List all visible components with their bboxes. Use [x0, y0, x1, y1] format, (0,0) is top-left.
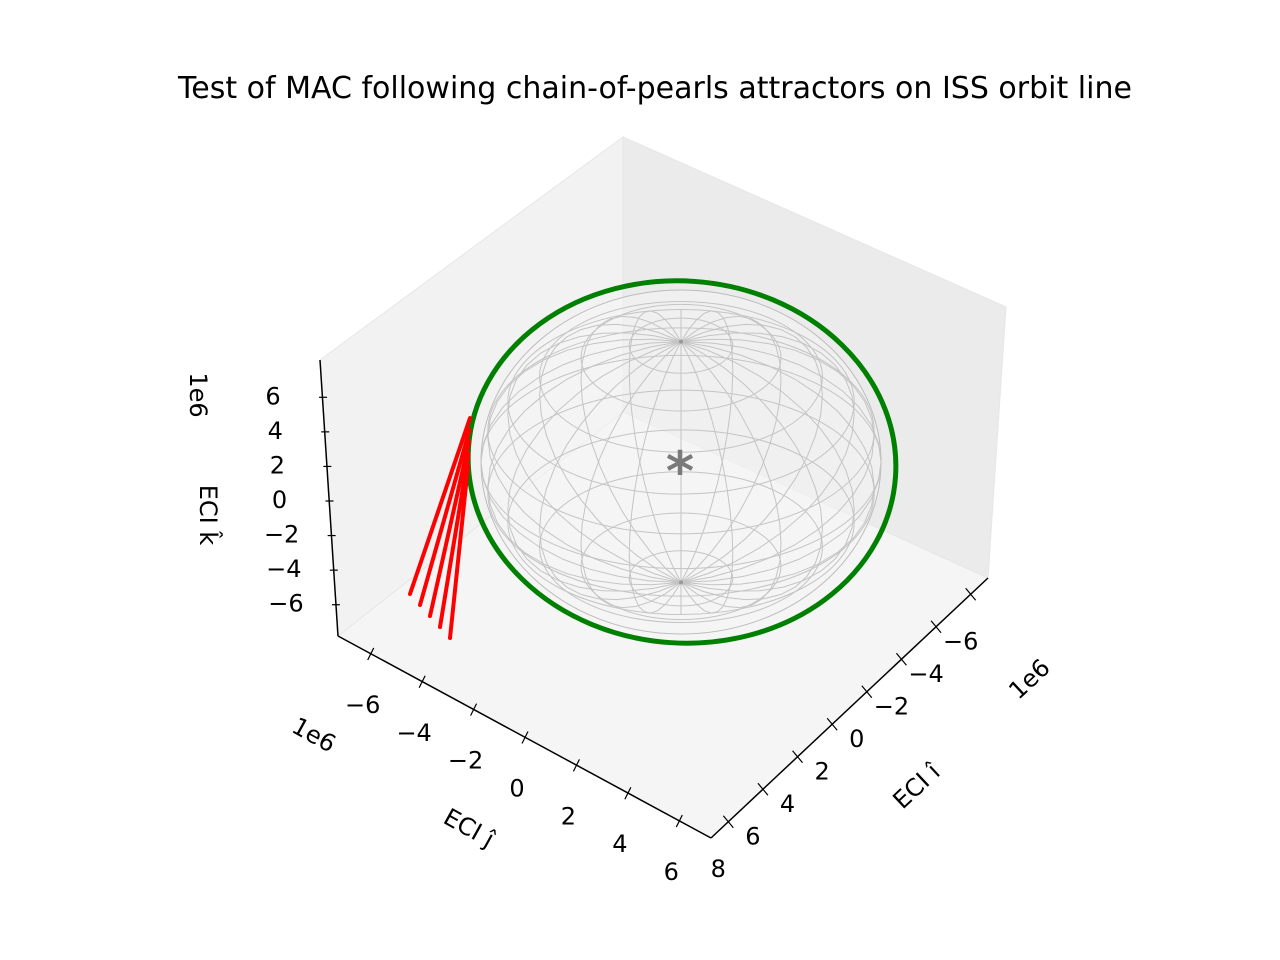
chart-title: Test of MAC following chain-of-pearls at…	[177, 71, 1132, 106]
y-axis-tick-label: −6	[345, 691, 380, 719]
y-axis-tick	[418, 675, 426, 689]
z-axis-line	[319, 359, 339, 637]
x-axis-tick	[722, 815, 734, 829]
y-axis-tick	[675, 814, 683, 828]
y-axis-tick-label: −2	[448, 747, 483, 775]
y-axis-tick	[624, 786, 632, 800]
x-axis-tick	[757, 782, 769, 796]
x-axis-label: ECI î	[888, 757, 947, 815]
x-axis-tick-label: 2	[815, 757, 830, 785]
x-axis-tick-label: 6	[745, 822, 760, 850]
x-axis-tick-label: 4	[780, 790, 795, 818]
y-axis-offset: 1e6	[287, 712, 340, 758]
x-axis-tick-label: −2	[874, 692, 909, 720]
y-axis-tick	[470, 703, 478, 716]
x-axis-tick	[895, 652, 907, 666]
y-axis-tick	[367, 647, 375, 661]
z-axis-tick-label: 4	[268, 417, 283, 445]
z-axis-tick-label: −6	[268, 590, 303, 618]
x-axis-offset: 1e6	[1003, 653, 1055, 704]
x-axis-tick	[792, 750, 804, 764]
y-axis-tick-label: 0	[509, 775, 524, 803]
x-axis-tick-label: −6	[943, 627, 978, 655]
z-axis-tick-label: 0	[272, 486, 287, 514]
y-axis-line	[337, 635, 712, 839]
trajectory-line	[418, 428, 472, 607]
x-axis-tick	[965, 587, 977, 601]
y-axis-tick	[572, 759, 580, 772]
trajectory-line	[428, 440, 471, 618]
z-axis-tick-label: −2	[264, 521, 299, 549]
x-axis-tick-label: 0	[849, 725, 864, 753]
x-axis-line	[710, 577, 989, 839]
trajectory-line	[438, 452, 471, 629]
x-axis-tick	[930, 620, 942, 634]
y-axis-tick-label: 2	[561, 802, 576, 830]
y-axis-label: ECI ĵ	[439, 803, 500, 854]
z-axis-tick-label: 6	[265, 382, 280, 410]
x-axis-tick-label: −4	[908, 660, 943, 688]
z-axis-offset: 1e6	[184, 372, 212, 417]
earth-center-marker: *	[666, 440, 694, 503]
y-axis-tick-label: 4	[612, 830, 627, 858]
sphere-pole-bottom	[679, 580, 683, 585]
z-axis-tick-label: 2	[270, 451, 285, 479]
trajectory-line	[448, 464, 470, 640]
z-axis-label: ECI k̂	[194, 485, 222, 546]
x-axis-tick-label: 8	[711, 855, 726, 883]
trajectory-lines	[408, 416, 472, 640]
trajectory-line	[408, 416, 472, 596]
sphere-wireframe	[480, 289, 882, 635]
y-axis-tick-label: 6	[664, 858, 679, 886]
x-axis-tick	[861, 685, 873, 699]
sphere-pole-top	[679, 339, 683, 344]
y-axis-tick-label: −4	[396, 719, 431, 747]
x-axis-tick	[826, 717, 838, 731]
y-axis-tick	[521, 731, 529, 744]
z-axis-tick-label: −4	[266, 555, 301, 583]
